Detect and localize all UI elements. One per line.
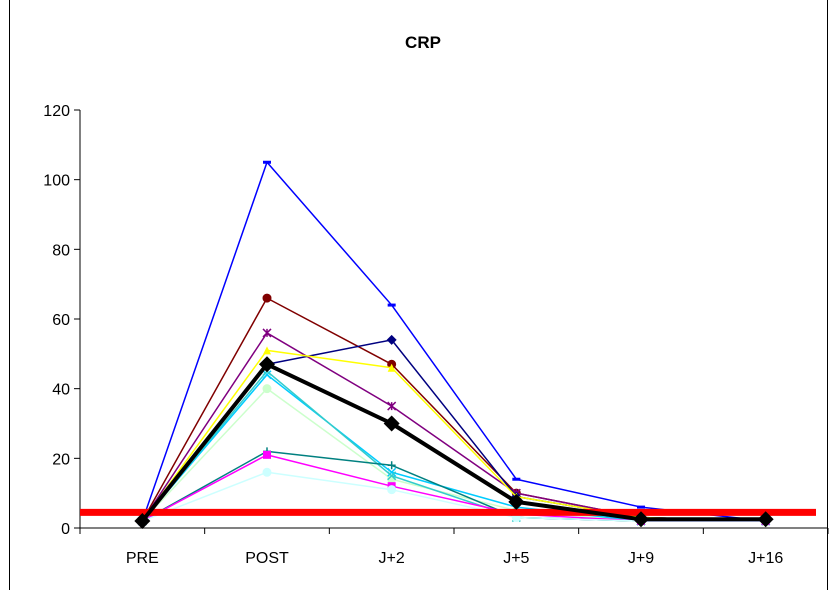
y-tick-label: 20 xyxy=(52,451,70,468)
tick-labels: 0 20 40 60 80 100 120 PRE POST J+2 J+5 J+9 J+16 xyxy=(43,103,783,567)
data-point-diamond xyxy=(757,511,774,528)
data-point-x xyxy=(262,370,272,380)
data-point-circle xyxy=(262,293,272,303)
x-tick-label: J+2 xyxy=(379,550,405,567)
series-line xyxy=(141,373,766,522)
data-point-square xyxy=(263,450,271,459)
data-point-diamond xyxy=(134,513,151,530)
y-tick-label: 80 xyxy=(52,242,70,259)
data-point-triangle xyxy=(387,363,396,372)
chart-title: CRP xyxy=(405,33,441,52)
data-point-x xyxy=(387,467,397,477)
data-point-diamond xyxy=(259,356,275,373)
x-tick-label: J+16 xyxy=(748,550,783,567)
y-tick-label: 120 xyxy=(43,103,70,120)
y-tick-label: 100 xyxy=(43,173,70,190)
data-point-plus xyxy=(387,461,396,470)
x-tick-label: J+5 xyxy=(503,550,529,567)
data-point-circle xyxy=(262,384,272,394)
data-point-diamond xyxy=(386,334,397,345)
data-point-x xyxy=(387,471,397,481)
data-point-circle xyxy=(387,485,397,495)
series-line xyxy=(141,161,766,522)
series xyxy=(138,346,770,526)
data-point-star xyxy=(262,328,272,338)
y-tick-label: 60 xyxy=(52,312,70,329)
series xyxy=(138,160,770,523)
data-point-diamond xyxy=(383,415,400,432)
series-line xyxy=(141,339,766,522)
x-tick-label: J+9 xyxy=(628,550,654,567)
series-layer xyxy=(137,160,771,527)
series-line xyxy=(141,332,766,522)
x-tick-label: PRE xyxy=(126,550,159,567)
series xyxy=(137,370,771,526)
data-point-circle xyxy=(262,467,272,477)
data-point-diamond xyxy=(633,511,649,528)
chart-frame: CRP 0 20 40 60 80 100 120 PRE POST J+2 J+5 J+9 J+16 xyxy=(9,0,829,590)
crp-line-chart: CRP 0 20 40 60 80 100 120 PRE POST J+2 J+5 J+9 J+16 xyxy=(43,33,829,567)
data-point-triangle xyxy=(263,346,271,355)
chart-axes xyxy=(74,109,829,534)
x-tick-label: POST xyxy=(245,550,289,567)
data-point-star xyxy=(387,401,397,411)
y-tick-label: 0 xyxy=(61,521,70,538)
y-tick-label: 40 xyxy=(52,382,70,399)
series-line xyxy=(140,362,766,523)
